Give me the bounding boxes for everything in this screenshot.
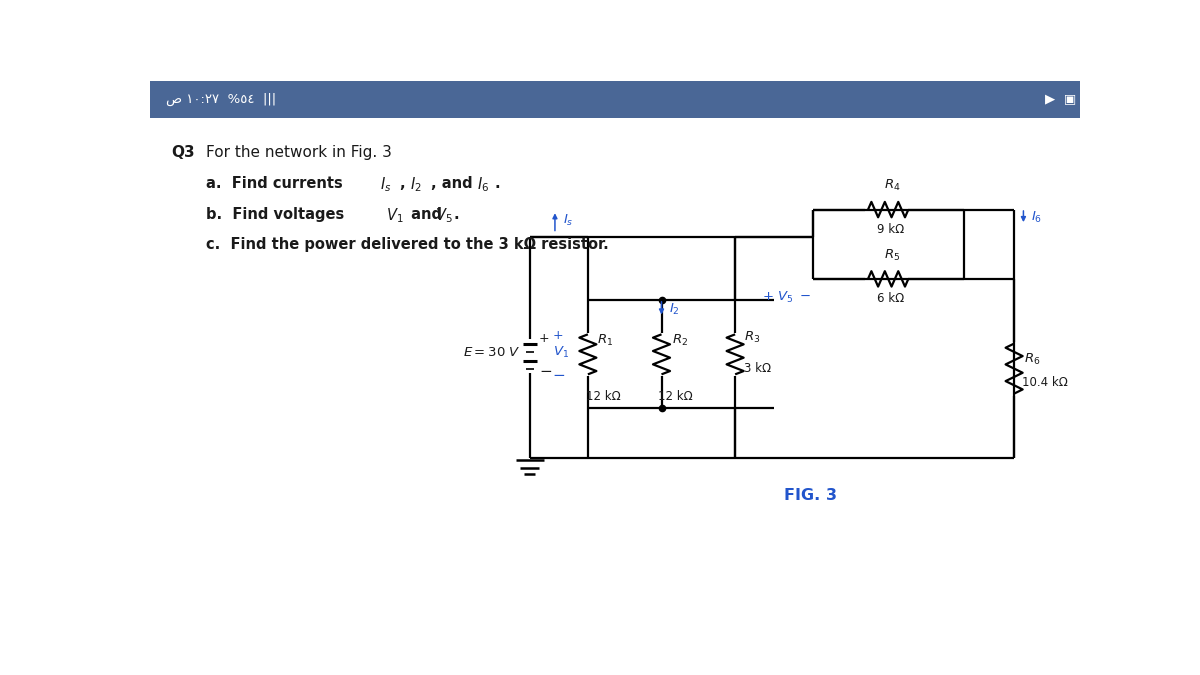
Text: $I_2$: $I_2$ [410, 176, 422, 194]
Text: −: − [539, 364, 552, 379]
Text: 12 kΩ: 12 kΩ [658, 390, 692, 403]
Text: $I_6$: $I_6$ [478, 176, 490, 194]
Text: $R_6$: $R_6$ [1025, 352, 1040, 367]
Text: $R_3$: $R_3$ [744, 330, 761, 345]
Text: , and: , and [431, 176, 478, 191]
Text: .: . [454, 207, 460, 221]
Text: and: and [406, 207, 446, 221]
Text: ,: , [400, 176, 410, 191]
Text: $E = 30$ V: $E = 30$ V [463, 346, 521, 358]
Text: For the network in Fig. 3: For the network in Fig. 3 [206, 145, 391, 160]
Text: +: + [539, 333, 550, 346]
FancyBboxPatch shape [150, 81, 1080, 118]
Text: 10.4 kΩ: 10.4 kΩ [1022, 376, 1068, 389]
Text: $I_6$: $I_6$ [1031, 210, 1043, 225]
Text: $V_1$: $V_1$ [386, 207, 404, 225]
Text: $R_4$: $R_4$ [884, 178, 901, 192]
Text: −: − [553, 368, 565, 383]
Text: 9 kΩ: 9 kΩ [876, 223, 904, 236]
Text: 3 kΩ: 3 kΩ [744, 362, 772, 375]
Text: $I_s$: $I_s$ [380, 176, 391, 194]
Text: c.  Find the power delivered to the 3 kΩ resistor.: c. Find the power delivered to the 3 kΩ … [206, 238, 608, 252]
Text: $R_5$: $R_5$ [884, 248, 900, 263]
Text: ص ١٠:٢٧  %٥٤  |||: ص ١٠:٢٧ %٥٤ ||| [166, 93, 276, 106]
Text: $R_2$: $R_2$ [672, 333, 688, 348]
Text: $R_1$: $R_1$ [598, 333, 613, 348]
Text: ▶  ▣: ▶ ▣ [1045, 93, 1076, 106]
Text: $I_s$: $I_s$ [563, 213, 574, 228]
Text: $V_5$: $V_5$ [436, 207, 452, 225]
Text: Q3: Q3 [172, 145, 196, 160]
Text: 6 kΩ: 6 kΩ [876, 292, 904, 305]
Text: $+\ V_5\ -$: $+\ V_5\ -$ [762, 290, 811, 305]
Text: .: . [494, 176, 500, 191]
Text: b.  Find voltages: b. Find voltages [206, 207, 349, 221]
Text: $I_2$: $I_2$ [670, 302, 680, 317]
Text: 12 kΩ: 12 kΩ [587, 390, 622, 403]
Text: FIG. 3: FIG. 3 [784, 488, 838, 503]
Text: $V_1$: $V_1$ [553, 344, 569, 360]
Text: +: + [553, 329, 563, 342]
Text: a.  Find currents: a. Find currents [206, 176, 348, 191]
